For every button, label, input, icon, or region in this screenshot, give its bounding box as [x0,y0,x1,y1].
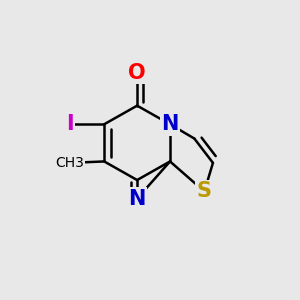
Text: I: I [66,114,74,134]
Text: N: N [128,189,146,208]
Text: S: S [197,182,212,202]
Text: O: O [128,63,146,83]
Text: N: N [161,114,179,134]
Text: CH3: CH3 [56,156,84,170]
